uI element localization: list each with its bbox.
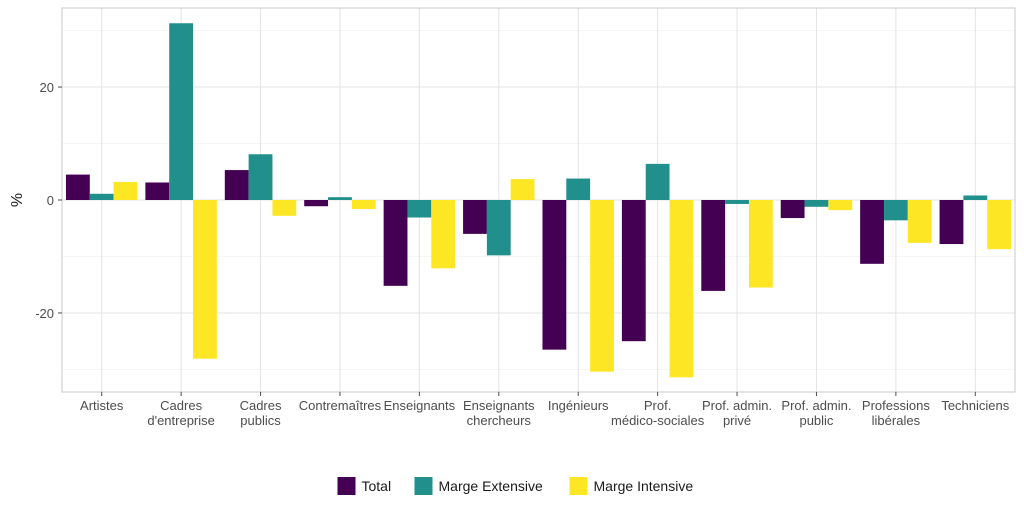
bar-marge-extensive	[645, 163, 670, 200]
y-tick-label: 20	[40, 80, 54, 95]
x-tick-label: Techniciens	[941, 398, 1009, 413]
bar-marge-extensive	[89, 193, 114, 200]
bar-marge-extensive	[169, 23, 194, 201]
bar-marge-intensive	[590, 200, 614, 372]
bar-marge-intensive	[113, 181, 138, 200]
bar-total	[224, 170, 249, 200]
bar-marge-extensive	[804, 200, 829, 207]
bar-marge-extensive	[248, 154, 273, 200]
bar-total	[939, 200, 964, 245]
y-axis: -20 0 20	[35, 80, 62, 321]
legend-swatch	[414, 477, 433, 495]
bar-total	[860, 200, 884, 264]
bar-total	[145, 182, 170, 200]
y-tick-label: -20	[35, 306, 54, 321]
x-tick-label-line: Ingénieurs	[548, 398, 609, 413]
x-tick-label: Contremaîtres	[299, 398, 382, 413]
x-tick-label-line: Contremaîtres	[299, 398, 382, 413]
y-tick-label: 0	[47, 193, 54, 208]
legend-swatch	[569, 477, 588, 495]
legend-label: Total	[362, 478, 392, 494]
bar-marge-intensive	[669, 200, 694, 378]
legend-label: Marge Intensive	[594, 478, 694, 494]
x-tick-label: Artistes	[80, 398, 124, 413]
x-tick-label: Ingénieurs	[548, 398, 609, 413]
bar-marge-extensive	[963, 195, 988, 200]
legend: Total Marge Extensive Marge Intensive	[337, 477, 694, 495]
x-tick-label-line: privé	[723, 413, 751, 428]
x-tick-label-line: médico-sociales	[611, 413, 705, 428]
bar-total	[65, 174, 90, 200]
bar-marge-intensive	[431, 200, 456, 269]
y-axis-title: %	[9, 193, 26, 207]
bar-marge-extensive	[328, 197, 352, 200]
x-tick-label-line: chercheurs	[467, 413, 532, 428]
bar-marge-intensive	[907, 200, 932, 243]
bar-total	[463, 200, 487, 234]
legend-item: Total	[337, 477, 392, 495]
x-tick-label-line: Artistes	[80, 398, 124, 413]
x-tick-label: Professions libérales	[862, 398, 930, 428]
bar-marge-intensive	[748, 200, 773, 288]
legend-label: Marge Extensive	[439, 478, 543, 494]
x-tick-label: Enseignants chercheurs	[463, 398, 535, 428]
x-tick-label-line: Prof. admin.	[702, 398, 772, 413]
legend-swatch	[337, 477, 356, 495]
legend-item: Marge Intensive	[569, 477, 694, 495]
x-tick-label: Cadres publics	[240, 398, 282, 428]
bar-marge-intensive	[828, 200, 853, 211]
x-tick-label-line: Prof.	[644, 398, 671, 413]
x-tick-label: Prof. médico-sociales	[611, 398, 705, 428]
x-tick-label-line: Professions	[862, 398, 930, 413]
bar-total	[304, 200, 329, 207]
bar-marge-extensive	[407, 200, 432, 218]
bar-marge-intensive	[351, 200, 376, 210]
x-tick-label-line: Prof. admin.	[781, 398, 851, 413]
bar-marge-extensive	[725, 200, 749, 204]
x-tick-label-line: Techniciens	[941, 398, 1009, 413]
x-tick-label-line: d'entreprise	[147, 413, 215, 428]
x-tick-label-line: publics	[240, 413, 281, 428]
bar-total	[542, 200, 567, 350]
bar-marge-intensive	[987, 200, 1012, 250]
x-tick-label-line: Cadres	[160, 398, 202, 413]
x-tick-label-line: public	[799, 413, 833, 428]
legend-item: Marge Extensive	[414, 477, 543, 495]
bar-marge-intensive	[193, 200, 217, 359]
bar-marge-extensive	[486, 200, 511, 256]
bar-marge-intensive	[510, 179, 535, 200]
bar-total	[701, 200, 726, 291]
x-tick-label-line: Enseignants	[384, 398, 456, 413]
x-tick-label-line: libérales	[872, 413, 921, 428]
bars-layer	[65, 23, 1012, 378]
x-tick-label-line: Enseignants	[463, 398, 535, 413]
bar-marge-extensive	[566, 178, 591, 200]
x-tick-label: Enseignants	[384, 398, 456, 413]
bar-total	[621, 200, 646, 342]
bar-total	[780, 200, 805, 219]
x-tick-label: Cadres d'entreprise	[147, 398, 215, 428]
bar-marge-extensive	[883, 200, 908, 221]
x-tick-label-line: Cadres	[240, 398, 282, 413]
x-tick-label: Prof. admin. privé	[702, 398, 772, 428]
bar-marge-intensive	[272, 200, 297, 216]
x-tick-label: Prof. admin. public	[781, 398, 851, 428]
bar-total	[383, 200, 408, 286]
